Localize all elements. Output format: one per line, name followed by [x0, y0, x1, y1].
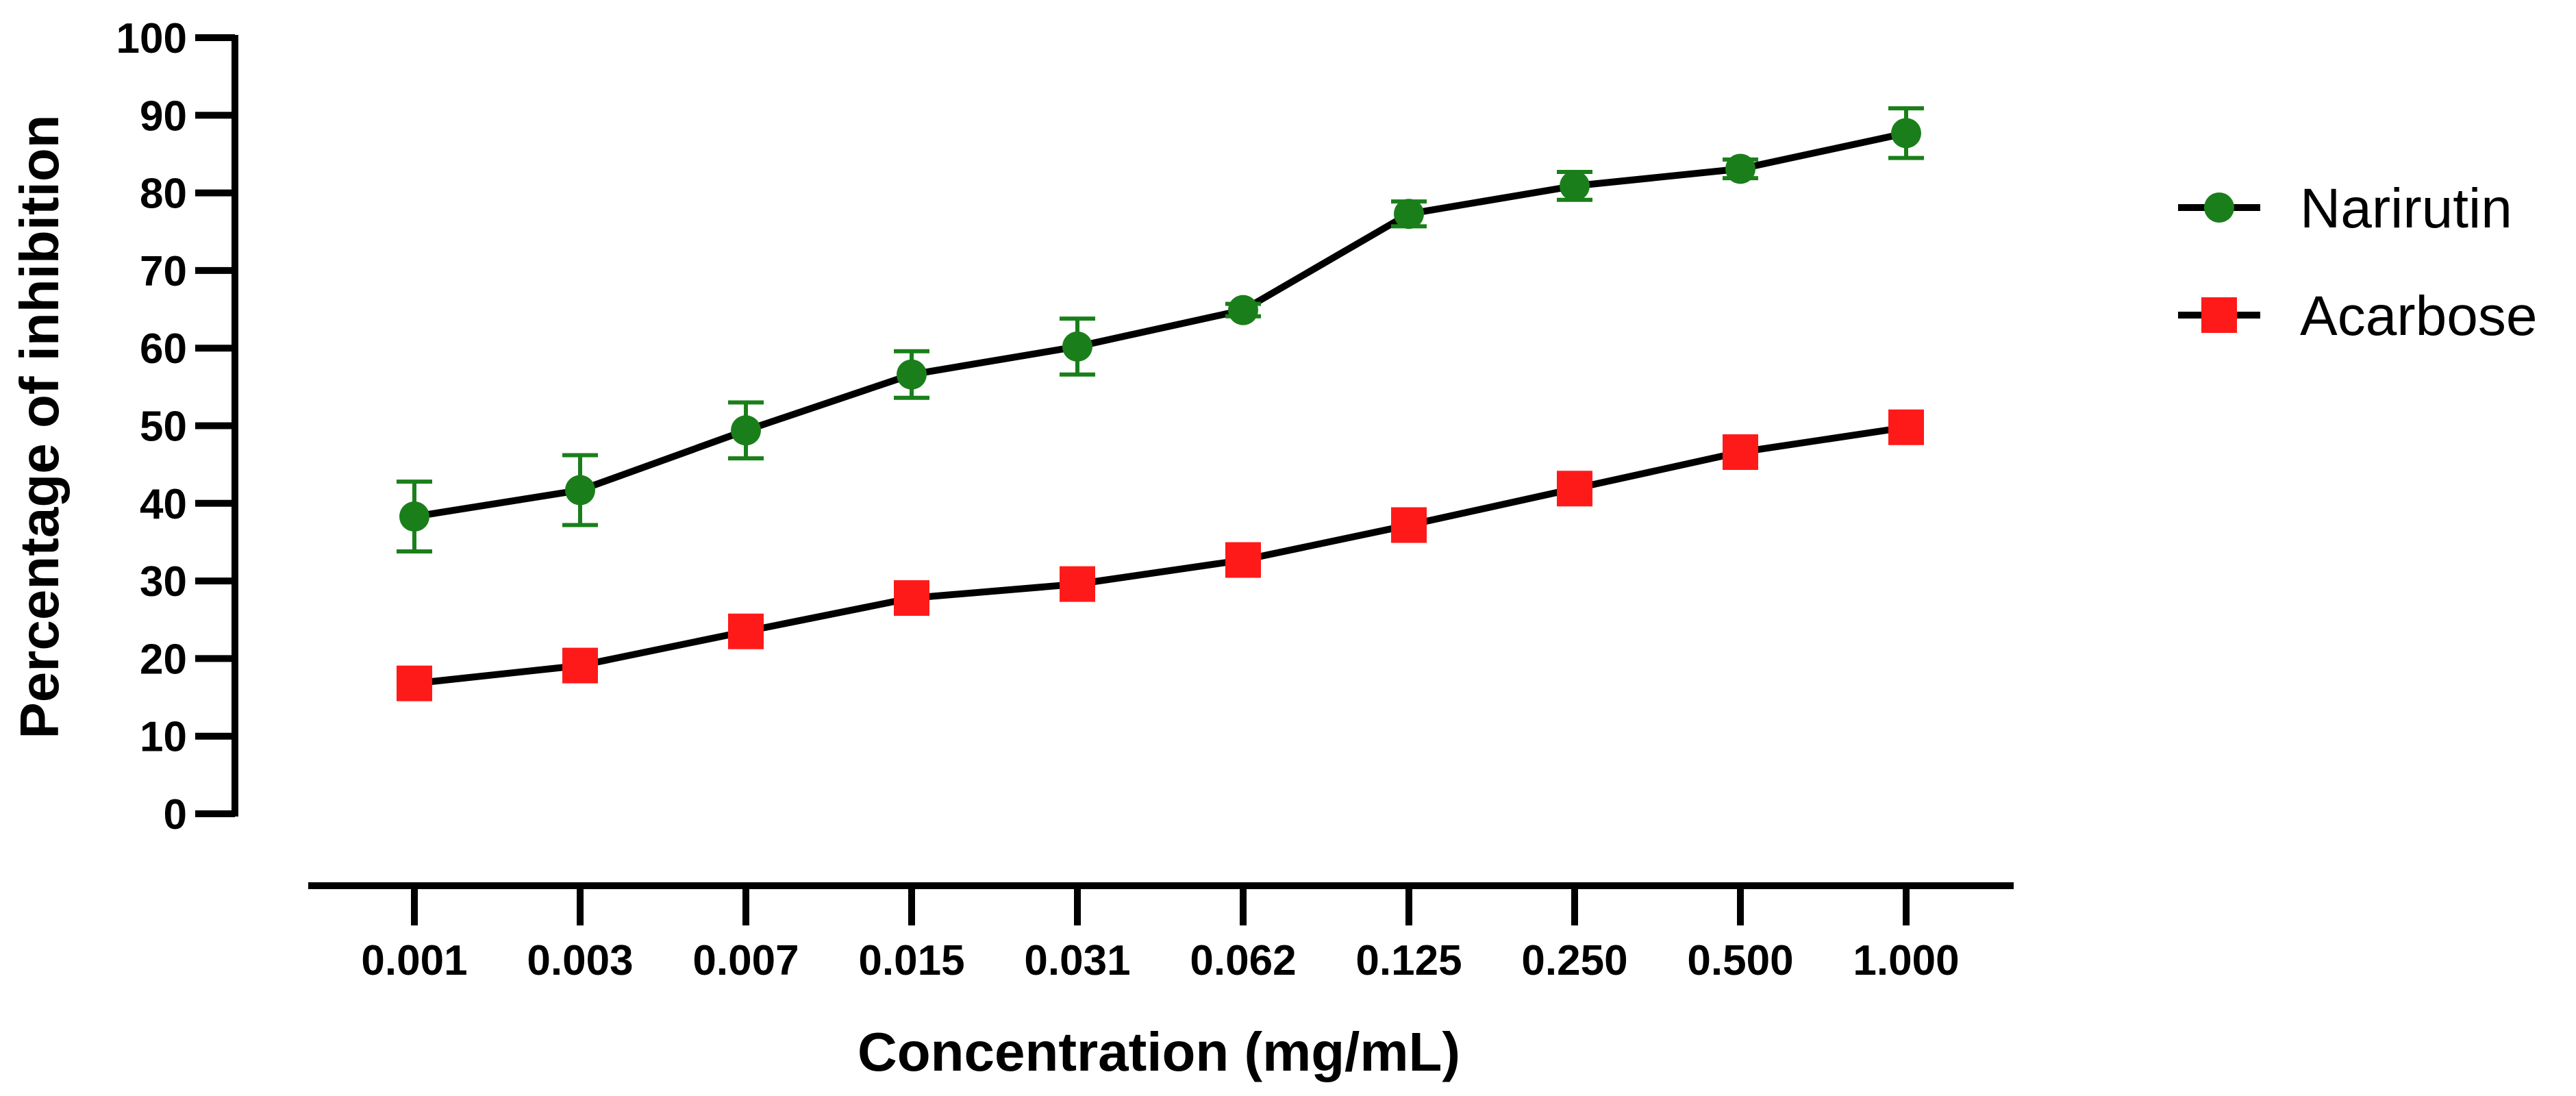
- x-tick-label: 0.007: [692, 937, 799, 984]
- y-tick-label: 90: [140, 92, 187, 140]
- y-tick-label: 20: [140, 636, 187, 683]
- data-point: [1394, 199, 1424, 229]
- data-point: [1062, 331, 1092, 362]
- legend: Narirutin Acarbose: [2178, 177, 2537, 347]
- y-tick-label: 40: [140, 481, 187, 528]
- legend-item: Narirutin: [2178, 177, 2512, 240]
- y-axis: 0 10 20 30 40 50 60 70 80 90 100: [116, 15, 238, 838]
- data-point: [1560, 171, 1590, 201]
- y-tick-label: 100: [116, 15, 187, 62]
- legend-marker: [2204, 192, 2234, 223]
- data-point: [1725, 153, 1755, 184]
- data-point: [731, 415, 761, 446]
- x-tick-label: 1.000: [1853, 937, 1959, 984]
- series-line: [414, 129, 1908, 520]
- data-point: [1891, 118, 1921, 149]
- data-point: [897, 359, 927, 390]
- x-axis: 0.001 0.003 0.007 0.015 0.031 0.062 0.125 0.250…: [308, 882, 2014, 984]
- y-tick-label: 80: [140, 171, 187, 218]
- data-point: [397, 665, 432, 701]
- x-tick-label: 0.500: [1687, 937, 1793, 984]
- data-point: [1228, 295, 1258, 325]
- data-point: [562, 647, 598, 684]
- y-axis-title: Percentage of inhibition: [9, 114, 70, 738]
- data-point: [399, 501, 429, 532]
- y-tick-label: 30: [140, 558, 187, 606]
- x-tick-label: 0.125: [1355, 937, 1462, 984]
- series-layer: [397, 106, 1924, 701]
- series-narirutin: [397, 106, 1924, 554]
- x-tick-label: 0.031: [1024, 937, 1130, 984]
- legend-label: Narirutin: [2300, 177, 2512, 240]
- data-point: [1225, 542, 1261, 578]
- x-tick-label: 0.015: [858, 937, 964, 984]
- y-tick-label: 10: [140, 714, 187, 761]
- data-point: [565, 475, 595, 506]
- legend-label: Acarbose: [2300, 285, 2537, 347]
- data-point: [1391, 507, 1427, 543]
- data-point: [1888, 409, 1924, 445]
- y-tick-label: 70: [140, 248, 187, 295]
- series-line: [414, 423, 1907, 687]
- x-tick-label: 0.062: [1190, 937, 1296, 984]
- data-point: [1060, 566, 1095, 602]
- data-point: [1723, 434, 1758, 471]
- data-point: [894, 580, 929, 616]
- x-axis-title: Concentration (mg/mL): [858, 1021, 1460, 1082]
- data-point: [728, 613, 764, 649]
- data-point: [1557, 471, 1592, 507]
- y-tick-label: 60: [140, 325, 187, 373]
- x-tick-label: 0.001: [361, 937, 467, 984]
- x-tick-label: 0.003: [527, 937, 633, 984]
- legend-marker: [2201, 297, 2237, 333]
- x-tick-label: 0.250: [1521, 937, 1627, 984]
- legend-item: Acarbose: [2178, 285, 2537, 347]
- y-tick-label: 0: [164, 791, 187, 838]
- y-tick-label: 50: [140, 403, 187, 451]
- series-acarbose: [397, 409, 1924, 701]
